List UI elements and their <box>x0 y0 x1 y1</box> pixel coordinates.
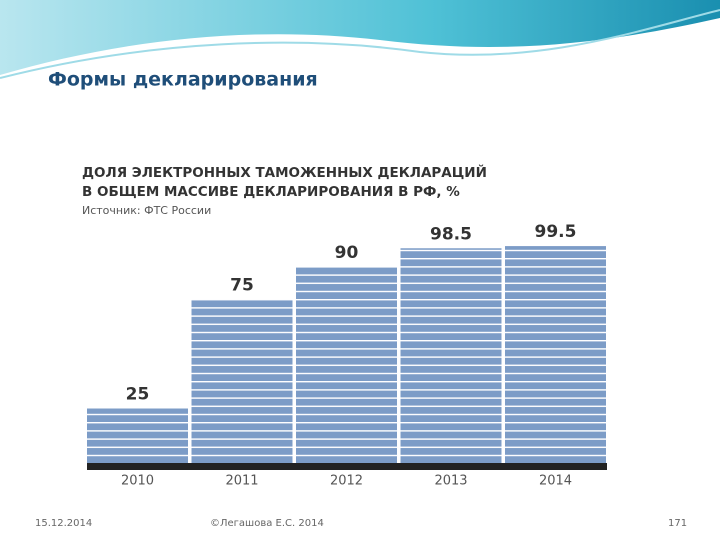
bar <box>296 266 397 463</box>
value-label: 90 <box>335 243 359 263</box>
bar <box>400 248 502 463</box>
bar <box>87 408 188 463</box>
footer-author: ©Легашова Е.С. 2014 <box>210 518 324 529</box>
header-curve <box>0 9 720 79</box>
bar <box>191 299 293 463</box>
value-label: 98.5 <box>430 224 472 244</box>
x-tick-label: 2010 <box>121 474 154 489</box>
slide-title: Формы декларирования <box>48 69 318 91</box>
footer-date: 15.12.2014 <box>35 518 92 529</box>
header-wave <box>0 0 720 75</box>
value-label: 25 <box>126 385 150 405</box>
chart-subtitle: Источник: ФТС России <box>82 204 211 217</box>
baseline <box>87 463 607 470</box>
x-tick-label: 2011 <box>225 474 258 489</box>
bar <box>505 246 606 463</box>
chart-title: ДОЛЯ ЭЛЕКТРОННЫХ ТАМОЖЕННЫХ ДЕКЛАРАЦИЙ <box>82 164 487 181</box>
x-tick-label: 2013 <box>434 474 467 489</box>
value-label: 99.5 <box>535 222 577 242</box>
value-label: 75 <box>230 276 254 296</box>
x-tick-label: 2014 <box>539 474 572 489</box>
footer-page: 171 <box>668 518 687 529</box>
chart-title: В ОБЩЕМ МАССИВЕ ДЕКЛАРИРОВАНИЯ В РФ, % <box>82 184 460 200</box>
x-tick-label: 2012 <box>330 474 363 489</box>
